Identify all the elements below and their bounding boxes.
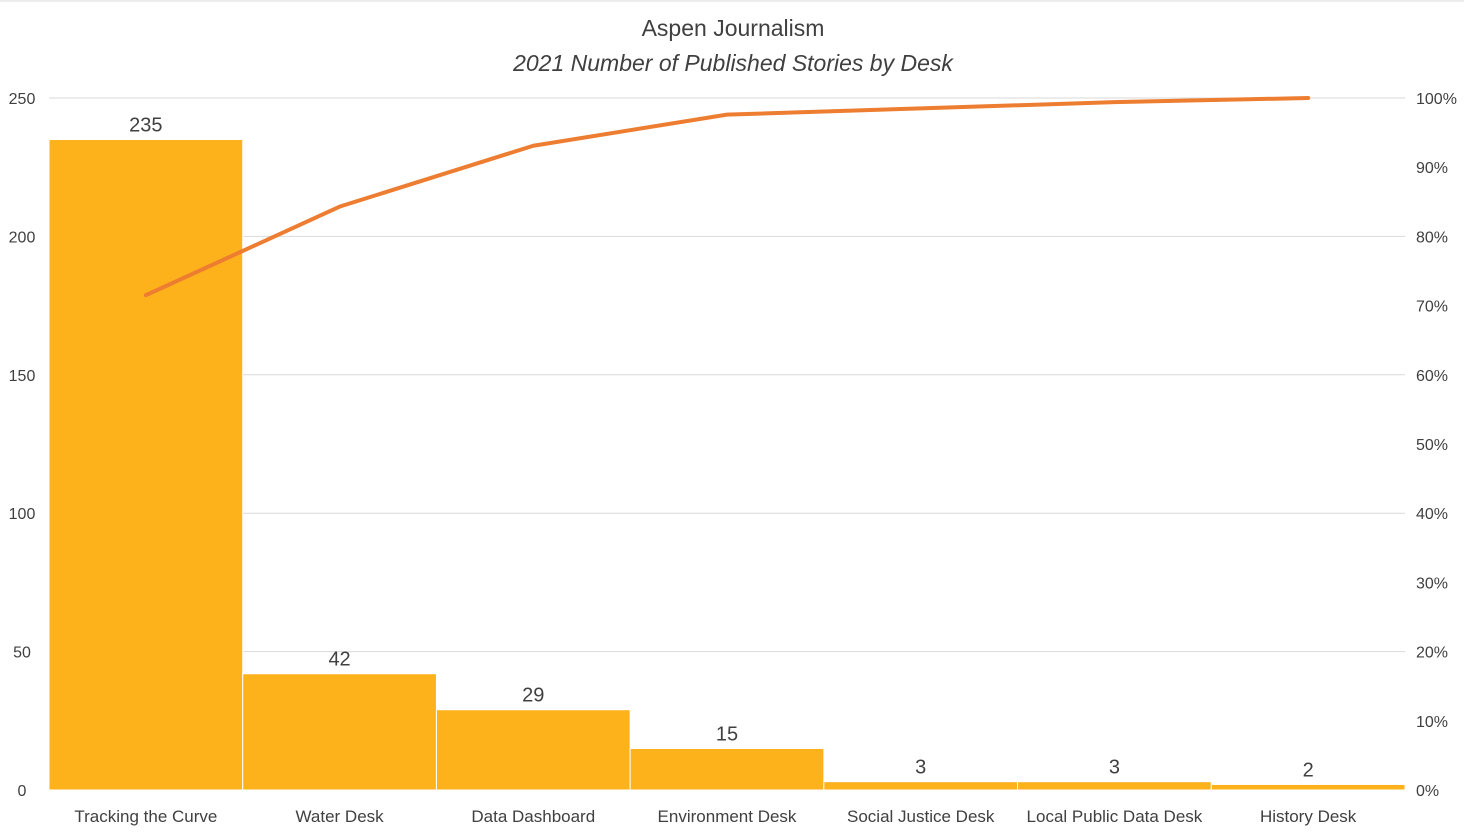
cumulative-line — [143, 96, 1311, 298]
bar — [1017, 781, 1212, 791]
y-tick-label-right: 0% — [1416, 783, 1439, 800]
x-category-label: Water Desk — [295, 807, 384, 826]
x-category-label: Environment Desk — [658, 807, 797, 826]
bar-data-label: 42 — [328, 649, 350, 671]
y-tick-label-left: 250 — [9, 91, 36, 108]
data-labels: 235 42 29 15 3 3 2 — [129, 115, 1314, 782]
x-category-label: Social Justice Desk — [847, 807, 995, 826]
y-tick-label-left: 0 — [18, 783, 27, 800]
bar — [823, 781, 1019, 791]
bar-data-label: 3 — [915, 757, 926, 779]
bar-data-label: 29 — [522, 685, 544, 707]
bar — [629, 747, 825, 791]
y-tick-label-right: 20% — [1416, 645, 1448, 662]
bar — [1210, 783, 1406, 791]
y-tick-label-left: 50 — [13, 645, 31, 662]
y-tick-label-right: 40% — [1416, 506, 1448, 523]
x-axis: Tracking the Curve Water Desk Data Dashboa… — [74, 807, 1356, 826]
bar — [435, 709, 631, 791]
x-category-label: Local Public Data Desk — [1027, 807, 1203, 826]
bars — [48, 139, 1406, 791]
y-tick-label-left: 150 — [9, 368, 36, 385]
y-tick-label-right: 60% — [1416, 368, 1448, 385]
y-tick-label-left: 100 — [9, 506, 36, 523]
chart-title: Aspen Journalism — [642, 15, 825, 41]
y-tick-label-right: 80% — [1416, 229, 1448, 246]
y-tick-label-right: 50% — [1416, 437, 1448, 454]
bar — [242, 673, 437, 791]
y-tick-label-left: 200 — [9, 229, 36, 246]
chart-subtitle: 2021 Number of Published Stories by Desk — [512, 50, 954, 76]
y-tick-label-right: 100% — [1416, 91, 1457, 108]
y-tick-label-right: 70% — [1416, 299, 1448, 316]
x-category-label: History Desk — [1260, 807, 1357, 826]
bar-data-label: 2 — [1303, 759, 1314, 781]
y-tick-label-right: 90% — [1416, 160, 1448, 177]
x-category-label: Data Dashboard — [471, 807, 595, 826]
cumulative-percent-line — [143, 96, 1311, 298]
bar-data-label: 3 — [1109, 757, 1120, 779]
bar-data-label: 235 — [129, 115, 162, 137]
y-axis-left: 0 50 100 150 200 250 — [9, 91, 36, 800]
y-tick-label-right: 10% — [1416, 714, 1448, 731]
y-tick-label-right: 30% — [1416, 575, 1448, 592]
x-category-label: Tracking the Curve — [74, 807, 217, 826]
y-axis-right: 0% 10% 20% 30% 40% 50% 60% 70% 80% 90% 100% — [1416, 91, 1457, 800]
bar-data-label: 15 — [716, 723, 738, 745]
bar — [48, 139, 244, 791]
